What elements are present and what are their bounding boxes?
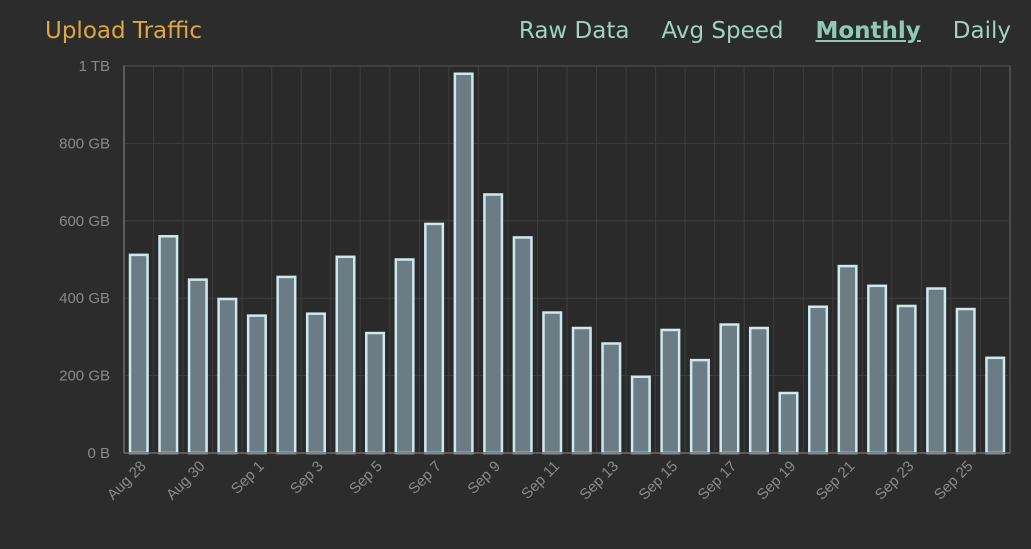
- tab-daily[interactable]: Daily: [952, 18, 1011, 44]
- bar-sep-1: [246, 314, 267, 455]
- tab-avg-speed[interactable]: Avg Speed: [661, 18, 784, 44]
- bar-sep-12: [571, 326, 592, 455]
- x-tick-label: Sep 23: [872, 458, 918, 504]
- x-tick-label: Sep 13: [576, 458, 622, 504]
- bar-sep-16: [689, 358, 710, 455]
- x-tick-label: Sep 25: [931, 458, 977, 504]
- x-tick-label: Sep 3: [287, 458, 327, 498]
- bar-sep-21: [837, 264, 858, 455]
- bar-sep-17: [719, 323, 740, 455]
- x-tick-label: Sep 11: [518, 458, 563, 503]
- bar-sep-14: [630, 375, 651, 455]
- view-tabs: Raw Data Avg Speed Monthly Daily: [519, 18, 1011, 44]
- bar-sep-19: [778, 391, 799, 455]
- y-tick-label: 200 GB: [59, 368, 110, 385]
- bar-aug-30: [187, 278, 208, 455]
- bar-sep-13: [601, 342, 622, 455]
- bar-sep-23: [896, 304, 917, 455]
- bar-sep-9: [483, 193, 504, 455]
- bar-sep-10: [512, 236, 533, 455]
- x-tick-label: Sep 17: [695, 458, 741, 504]
- x-tick-label: Aug 28: [104, 458, 150, 504]
- bar-aug-31: [217, 297, 238, 455]
- x-tick-label: Aug 30: [163, 458, 209, 504]
- bar-sep-26: [985, 356, 1006, 455]
- bar-sep-20: [808, 305, 829, 455]
- bar-sep-3: [305, 312, 326, 455]
- x-tick-label: Sep 15: [636, 458, 682, 504]
- bar-sep-11: [542, 311, 563, 455]
- bar-sep-7: [424, 222, 445, 455]
- chart-header: Upload Traffic Raw Data Avg Speed Monthl…: [0, 0, 1031, 62]
- bar-sep-5: [365, 331, 386, 455]
- bar-sep-24: [926, 287, 947, 455]
- x-tick-label: Sep 5: [346, 458, 386, 498]
- bar-sep-4: [335, 255, 356, 455]
- y-tick-label: 800 GB: [59, 135, 110, 152]
- bar-sep-25: [955, 307, 976, 455]
- x-tick-label: Sep 7: [405, 458, 445, 498]
- x-tick-label: Sep 1: [228, 458, 268, 498]
- bar-sep-22: [867, 284, 888, 455]
- x-tick-label: Sep 9: [464, 458, 504, 498]
- bar-sep-2: [276, 275, 297, 455]
- bar-aug-29: [158, 235, 179, 455]
- bar-sep-6: [394, 258, 415, 455]
- tab-raw-data[interactable]: Raw Data: [518, 18, 630, 44]
- y-tick-label: 400 GB: [59, 290, 110, 307]
- bar-aug-28: [128, 253, 149, 455]
- x-tick-label: Sep 19: [754, 458, 800, 504]
- bar-sep-8: [453, 72, 474, 455]
- chart-title: Upload Traffic: [45, 18, 203, 44]
- y-tick-label: 1 TB: [79, 58, 110, 75]
- tab-monthly[interactable]: Monthly: [815, 18, 921, 44]
- y-tick-label: 0 B: [87, 445, 110, 462]
- bar-sep-18: [748, 326, 769, 455]
- x-tick-label: Sep 21: [813, 458, 859, 504]
- bar-sep-15: [660, 328, 681, 455]
- y-tick-label: 600 GB: [59, 213, 110, 230]
